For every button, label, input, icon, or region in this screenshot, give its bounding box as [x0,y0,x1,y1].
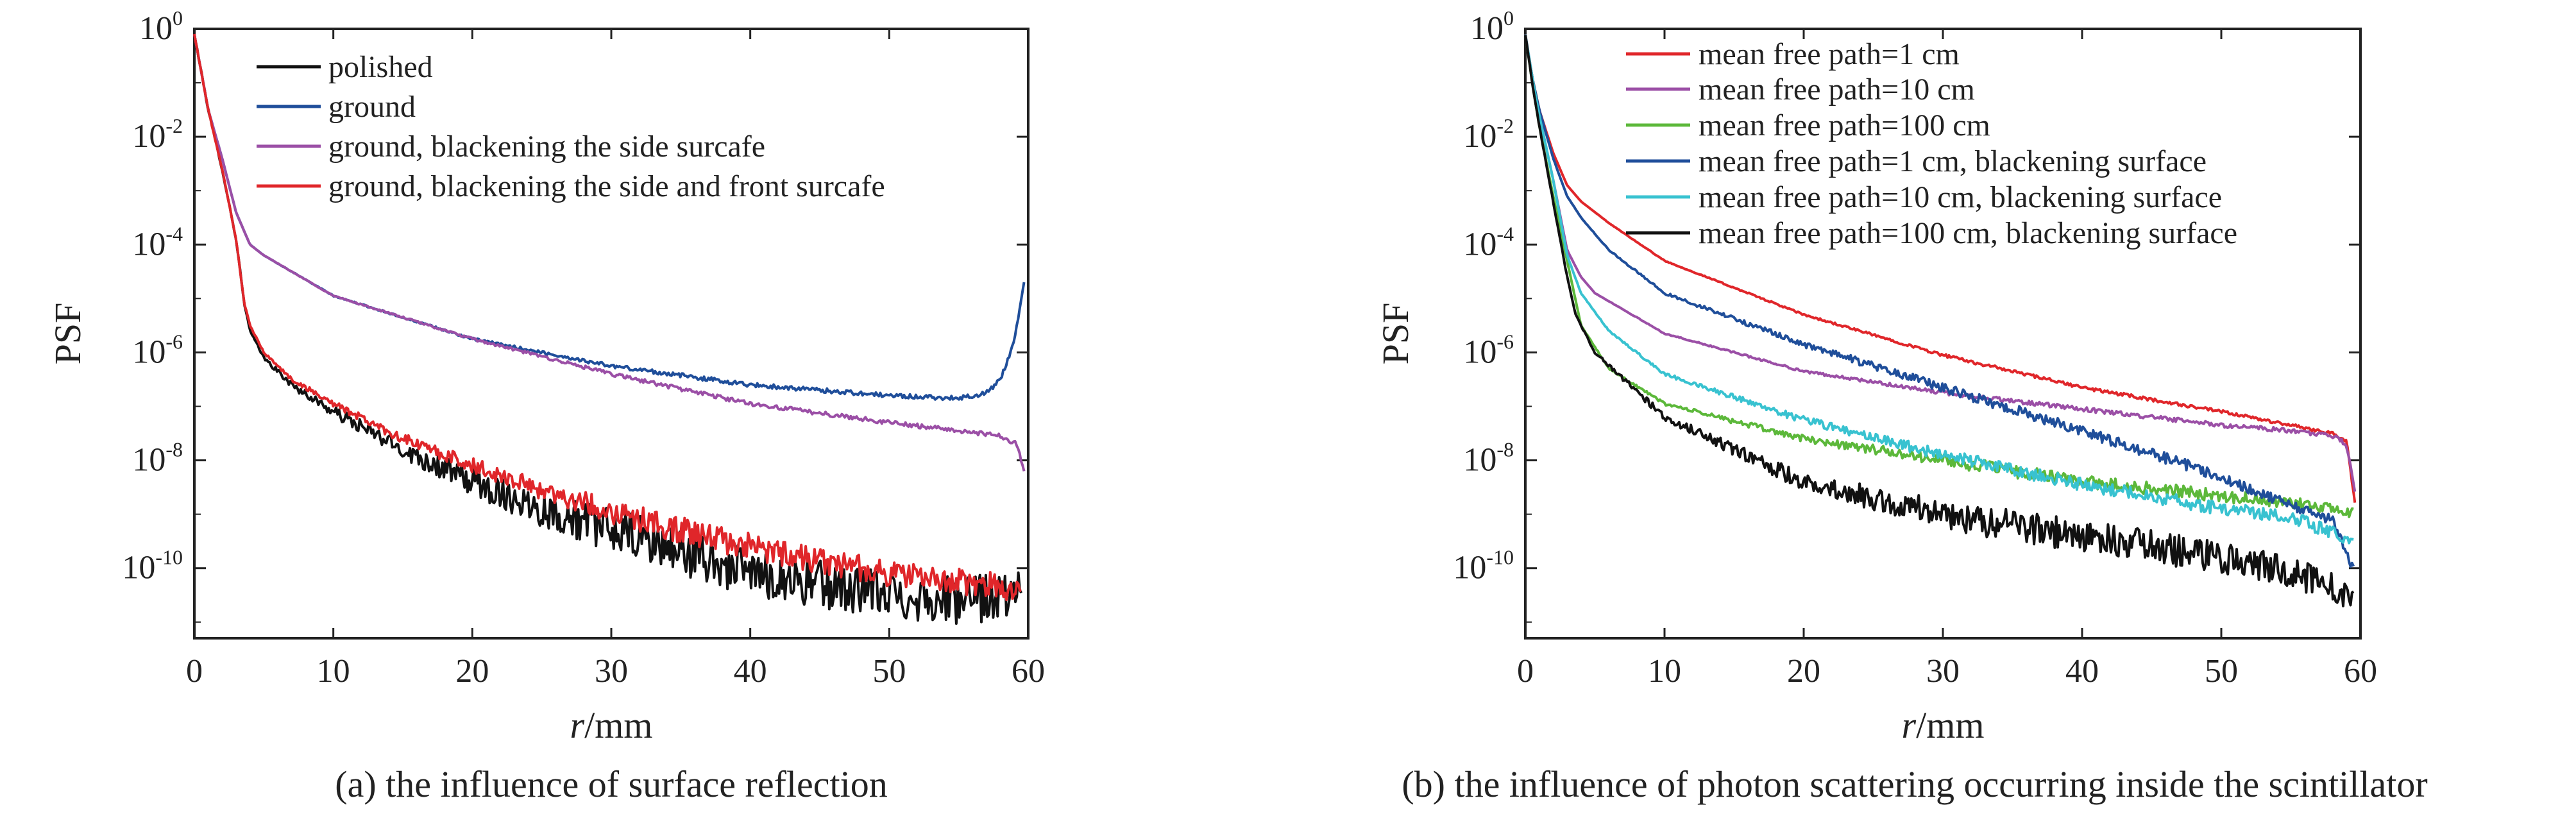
x-tick-label: 10 [1648,653,1681,690]
y-tick-label: 10-2 [132,114,183,155]
panel-b-axis-ticks: 0 10 20 30 40 50 60 100 10-2 10-4 10-6 10-8 10-10 [1453,6,2377,690]
series-line-mean-free-path-1-cm [1524,34,2357,503]
panel-b-caption: (b) the influence of photon scattering o… [1402,763,2427,805]
y-tick-label: 10-10 [1453,546,1514,586]
y-tick-label: 10-10 [122,546,183,586]
legend-entry-mfp-100cm: mean free path=100 cm [1626,108,1990,142]
series-line-mean-free-path-100-cm-blackening-surface [1524,35,2355,607]
x-tick-label: 30 [1926,653,1960,690]
panel-a-series-group [193,33,1026,625]
panel-a-y-axis-label: PSF [47,303,89,365]
panel-a-caption: (a) the influence of surface reflection [335,763,887,805]
legend-entry-mfp-10cm-blackening: mean free path=10 cm, blackening surface [1626,180,2222,214]
panel-b-x-axis-label: r/mm [1902,704,1985,746]
series-line-mean-free-path-1-cm-blackening-surface [1524,34,2355,568]
y-tick-label: 10-4 [1463,222,1514,262]
panel-b-legend: mean free path=1 cm mean free path=10 cm… [1626,37,2237,250]
legend-label: ground, blackening the side surcafe [328,130,765,164]
series-line-ground-blackening-the-side-surcafe [193,34,1026,471]
x-tick-label: 60 [2344,653,2377,690]
legend-label: mean free path=100 cm, blackening surfac… [1699,216,2237,250]
series-line-mean-free-path-100-cm [1524,34,2354,518]
y-tick-label: 10-6 [132,330,183,370]
x-tick-label: 30 [595,653,628,690]
x-tick-label: 10 [317,653,350,690]
x-tick-label: 0 [1517,653,1534,690]
legend-entry-ground-blackening-side: ground, blackening the side surcafe [257,130,765,164]
series-line-mean-free-path-10-cm-blackening-surface [1524,34,2354,545]
x-axis-label-variable: r [570,704,585,746]
legend-label: mean free path=100 cm [1699,108,1990,142]
y-tick-label: 10-4 [132,222,183,262]
legend-entry-mfp-1cm-blackening: mean free path=1 cm, blackening surface [1626,144,2207,178]
x-tick-label: 60 [1012,653,1045,690]
legend-label: polished [328,50,433,84]
legend-entry-mfp-10cm: mean free path=10 cm [1626,72,1975,106]
legend-label: mean free path=10 cm [1699,72,1975,106]
x-axis-label-unit: /mm [1916,704,1984,746]
x-tick-label: 20 [1787,653,1820,690]
panel-a-chart: 0 10 20 30 40 50 60 100 10-2 10-4 10-6 10-8 10-10 po… [47,6,1045,805]
series-line-ground-blackening-the-side-and-front-surcafe [193,33,1022,602]
legend-entry-mfp-100cm-blackening: mean free path=100 cm, blackening surfac… [1626,216,2237,250]
x-tick-label: 40 [2065,653,2099,690]
y-tick-label: 10-8 [132,438,183,479]
panel-b-series-group [1524,34,2357,607]
y-tick-label: 10-2 [1463,114,1514,155]
panel-a-legend: polished ground ground, blackening the s… [257,50,885,203]
legend-label: mean free path=1 cm, blackening surface [1699,144,2207,178]
legend-label: mean free path=10 cm, blackening surface [1699,180,2222,214]
legend-entry-polished: polished [257,50,433,84]
x-tick-label: 0 [186,653,203,690]
legend-entry-ground-blackening-side-front: ground, blackening the side and front su… [257,169,885,203]
legend-label: ground, blackening the side and front su… [328,169,885,203]
panel-b-chart: 0 10 20 30 40 50 60 100 10-2 10-4 10-6 10-8 10-10 me… [1375,6,2428,805]
x-tick-label: 40 [734,653,767,690]
legend-label: mean free path=1 cm [1699,37,1960,71]
legend-entry-ground: ground [257,90,416,124]
y-tick-label: 100 [139,6,183,47]
panel-a-x-axis-label: r/mm [570,704,653,746]
x-axis-label-unit: /mm [584,704,652,746]
panel-a-axis-ticks: 0 10 20 30 40 50 60 100 10-2 10-4 10-6 10-8 10-10 [122,6,1045,690]
legend-label: ground [328,90,416,124]
y-tick-label: 100 [1470,6,1514,47]
panel-a-plot-frame [193,28,1030,640]
x-axis-label-variable: r [1902,704,1917,746]
y-tick-label: 10-6 [1463,330,1514,370]
series-line-polished [193,33,1022,625]
x-tick-label: 50 [872,653,906,690]
x-tick-label: 20 [455,653,489,690]
panel-b-y-axis-label: PSF [1375,303,1416,365]
legend-entry-mfp-1cm: mean free path=1 cm [1626,37,1960,71]
x-tick-label: 50 [2205,653,2238,690]
y-tick-label: 10-8 [1463,438,1514,479]
